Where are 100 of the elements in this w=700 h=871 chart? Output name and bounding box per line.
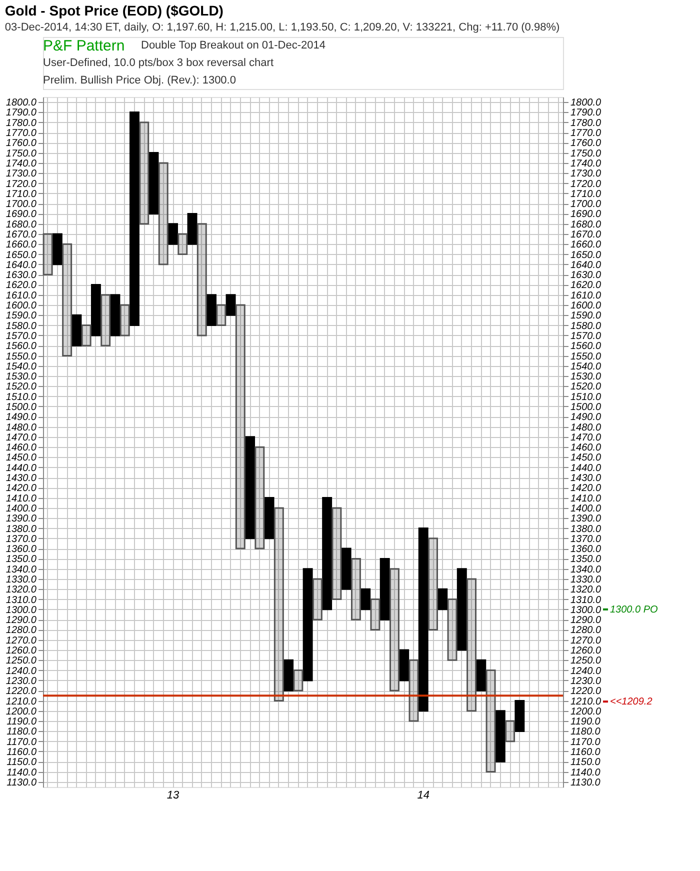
y-tick-label: 1190.0 xyxy=(570,716,601,728)
y-tick-label: 1520.0 xyxy=(570,382,602,393)
y2-tick-label: 1130.0 xyxy=(6,777,37,788)
y-tick-label: 1650.0 xyxy=(570,250,602,261)
y-tick-label: 1220.0 xyxy=(570,686,602,698)
y2-tick-label: 1750.0 xyxy=(6,148,37,160)
bar xyxy=(216,304,226,326)
y-tick-label: 1490.0 xyxy=(570,412,602,424)
y-tick-label: 1180.0 xyxy=(570,726,601,738)
y-tick-label: 1170.0 xyxy=(570,736,601,748)
y2-tick-label: 1520.0 xyxy=(6,382,37,393)
y-tick-label: 1280.0 xyxy=(570,625,602,636)
bar xyxy=(235,304,246,550)
y2-tick-label: 1390.0 xyxy=(6,514,37,525)
y2-tick-label: 1630.0 xyxy=(6,270,37,282)
bar xyxy=(360,588,371,610)
y-tick-label: 1250.0 xyxy=(570,656,602,667)
y2-tick-label: 1460.0 xyxy=(6,442,37,454)
x-tick-label: 14 xyxy=(417,790,430,802)
y2-tick-label: 1350.0 xyxy=(6,554,37,566)
y2-tick-label: 1500.0 xyxy=(6,402,37,413)
y-tick-label: 1460.0 xyxy=(570,442,602,454)
y-tick-label: 1760.0 xyxy=(570,138,602,150)
y2-tick-label: 1740.0 xyxy=(6,158,37,170)
y2-tick-label: 1510.0 xyxy=(6,392,37,403)
y-tick-label: 1780.0 xyxy=(570,118,602,129)
y2-tick-label: 1190.0 xyxy=(6,716,37,728)
y2-tick-label: 1300.0 xyxy=(6,604,37,616)
bar xyxy=(274,507,284,702)
bar xyxy=(120,304,130,336)
y2-tick-label: 1150.0 xyxy=(6,757,37,768)
y-tick-label: 1670.0 xyxy=(570,229,602,240)
y2-tick-label: 1650.0 xyxy=(6,250,37,261)
y2-tick-label: 1540.0 xyxy=(6,361,37,372)
text: P&F Pattern xyxy=(43,38,125,55)
y-tick-label: 1600.0 xyxy=(570,300,602,312)
y2-tick-label: 1280.0 xyxy=(6,625,37,636)
y2-tick-label: 1530.0 xyxy=(6,372,37,383)
text: Prelim. Bullish Price Obj. (Rev.): 1300.0 xyxy=(43,74,236,86)
y-tick-label: 1420.0 xyxy=(570,483,602,494)
y-tick-label: 1370.0 xyxy=(570,534,602,545)
bar xyxy=(206,294,217,326)
y-tick-label: 1290.0 xyxy=(570,615,602,626)
y2-tick-label: 1320.0 xyxy=(6,584,37,596)
y-tick-label: 1130.0 xyxy=(570,777,601,788)
y-tick-label: 1140.0 xyxy=(570,767,601,778)
bar xyxy=(129,111,140,326)
y2-tick-label: 1270.0 xyxy=(6,635,37,646)
y2-tick-label: 1310.0 xyxy=(6,594,37,606)
y2-tick-label: 1380.0 xyxy=(6,524,37,535)
y-tick-label: 1680.0 xyxy=(570,219,602,230)
y-tick-label: 1450.0 xyxy=(570,452,602,464)
y-tick-label: 1160.0 xyxy=(570,746,601,758)
bar xyxy=(187,212,198,245)
y-tick-label: 1150.0 xyxy=(570,757,601,768)
bar xyxy=(264,497,274,540)
bar xyxy=(302,568,313,682)
y2-tick-label: 1700.0 xyxy=(6,199,37,210)
y2-tick-label: 1470.0 xyxy=(6,432,37,444)
y2-tick-label: 1370.0 xyxy=(6,534,37,545)
y-tick-label: 1470.0 xyxy=(570,432,602,444)
bar xyxy=(284,659,294,692)
y2-tick-label: 1170.0 xyxy=(6,736,37,748)
y2-tick-label: 1230.0 xyxy=(6,676,37,687)
y2-tick-label: 1180.0 xyxy=(6,726,37,738)
y-tick-label: 1380.0 xyxy=(570,524,602,535)
bar xyxy=(245,436,256,540)
bar xyxy=(332,507,342,600)
y2-tick-label: 1260.0 xyxy=(6,646,37,657)
bar xyxy=(408,659,419,722)
y2-tick-label: 1720.0 xyxy=(6,178,37,190)
y2-tick-label: 1290.0 xyxy=(6,615,37,626)
y2-tick-label: 1690.0 xyxy=(6,209,37,220)
y-tick-label: 1660.0 xyxy=(570,240,602,251)
y2-tick-label: 1420.0 xyxy=(6,483,37,494)
y2-tick-label: 1200.0 xyxy=(6,706,37,718)
y2-tick-label: 1440.0 xyxy=(6,462,37,474)
y2-tick-label: 1730.0 xyxy=(6,168,37,180)
bar xyxy=(72,314,82,346)
bar xyxy=(418,528,428,712)
bar xyxy=(196,223,207,336)
ref-line-label: 1300.0 PO xyxy=(610,604,658,616)
y2-tick-label: 1400.0 xyxy=(6,503,37,514)
y-tick-label: 1580.0 xyxy=(570,320,602,332)
y2-tick-label: 1330.0 xyxy=(6,574,37,586)
y-tick-label: 1240.0 xyxy=(570,666,602,677)
y2-tick-label: 1590.0 xyxy=(6,310,37,322)
y-tick-label: 1560.0 xyxy=(570,341,602,352)
bar xyxy=(476,659,486,692)
bar xyxy=(447,598,458,661)
y-tick-label: 1720.0 xyxy=(570,178,602,190)
bar xyxy=(350,558,361,620)
y-tick-label: 1550.0 xyxy=(570,351,602,362)
bar xyxy=(81,324,92,346)
bar xyxy=(254,446,265,550)
bar xyxy=(293,670,304,692)
bar xyxy=(466,578,477,712)
y-tick-label: 1390.0 xyxy=(570,514,602,525)
y2-tick-label: 1620.0 xyxy=(6,280,37,292)
y2-tick-label: 1450.0 xyxy=(6,452,37,464)
